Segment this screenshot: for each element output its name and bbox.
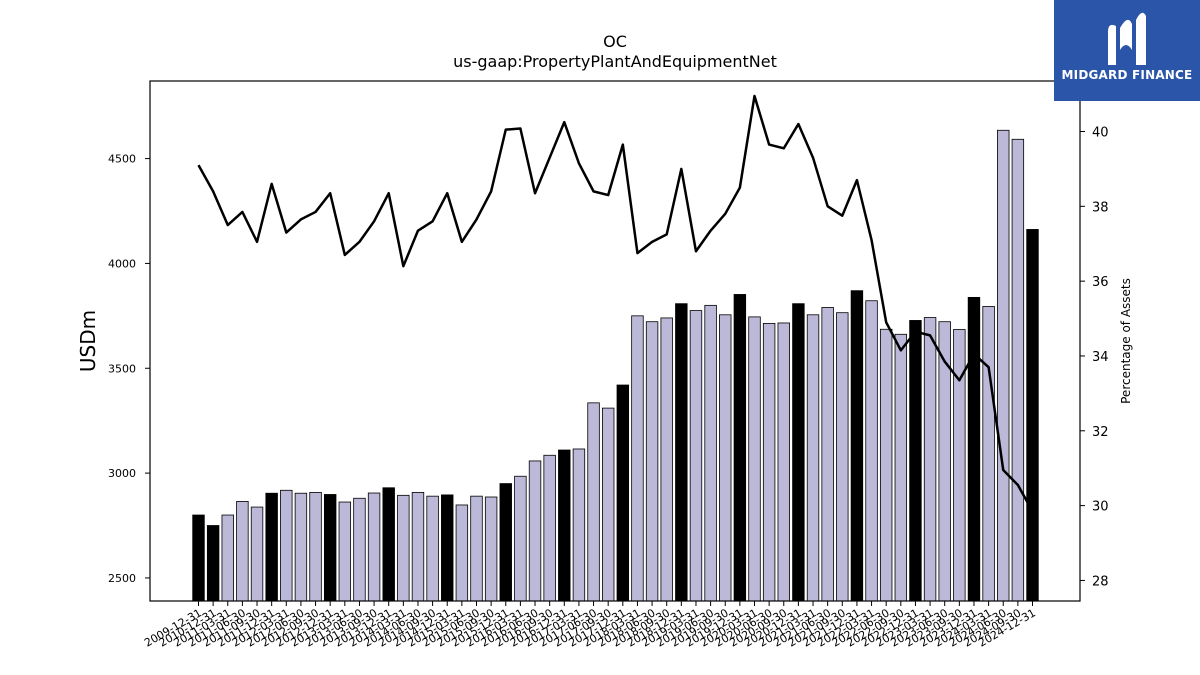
bar — [294, 492, 308, 602]
bar — [587, 402, 600, 602]
bar — [748, 316, 761, 602]
bar — [909, 320, 922, 602]
x-axis: 2009-12-312010-12-312011-03-312011-06-30… — [142, 601, 1038, 650]
bar — [982, 305, 995, 602]
percentage-line — [197, 94, 1034, 512]
bar — [792, 303, 805, 602]
chart-title: OC — [603, 32, 627, 51]
bar — [382, 487, 395, 602]
y2-tick-label: 28 — [1092, 574, 1109, 589]
bar — [572, 448, 586, 602]
bar — [309, 491, 322, 602]
bar — [484, 496, 498, 602]
bar — [806, 314, 820, 602]
y-tick-label: 2500 — [108, 572, 136, 585]
bar — [675, 303, 688, 602]
bar — [250, 506, 264, 602]
bar — [353, 497, 366, 602]
bar — [719, 314, 732, 602]
y2-tick-label: 30 — [1092, 500, 1109, 515]
brand-logo: MIDGARD FINANCE — [1054, 0, 1200, 101]
y2-tick-label: 34 — [1092, 350, 1109, 365]
bar — [499, 483, 512, 602]
bar — [280, 489, 293, 602]
y-tick-label: 4500 — [108, 153, 136, 166]
bar — [426, 495, 439, 602]
bar — [265, 492, 278, 602]
bar — [470, 495, 483, 602]
y2-axis-label: Percentage of Assets — [1119, 278, 1133, 404]
chart-subtitle: us-gaap:PropertyPlantAndEquipmentNet — [453, 52, 777, 71]
bar — [192, 514, 205, 602]
y2-tick-label: 36 — [1092, 275, 1109, 290]
bar — [631, 315, 644, 602]
y2-tick-label: 40 — [1092, 126, 1109, 141]
bar — [601, 407, 615, 602]
bar — [865, 300, 878, 602]
bar — [850, 290, 864, 602]
bar — [616, 384, 630, 602]
bar — [558, 449, 571, 602]
right-axis: 28 30 32 34 36 38 40 — [1080, 126, 1109, 589]
bar — [923, 317, 937, 602]
y2-tick-label: 38 — [1092, 200, 1109, 215]
bar — [543, 454, 556, 602]
bar — [338, 501, 352, 602]
bar — [1026, 229, 1039, 602]
brand-name: MIDGARD FINANCE — [1061, 68, 1193, 82]
bar — [323, 494, 337, 602]
bar — [879, 328, 893, 602]
bar-series — [192, 129, 1039, 602]
bar — [514, 475, 527, 602]
bar — [836, 312, 849, 602]
bar — [645, 321, 659, 602]
y-tick-label: 3000 — [108, 467, 136, 480]
left-axis: 2500 3000 3500 4000 4500 — [108, 153, 150, 585]
bar — [967, 296, 981, 602]
bar — [997, 129, 1010, 602]
bar — [777, 322, 790, 602]
bar — [367, 492, 381, 602]
bar — [397, 494, 410, 602]
bar — [528, 460, 542, 602]
bar — [206, 525, 220, 602]
bar — [704, 304, 717, 602]
bar — [660, 317, 673, 602]
bar — [953, 329, 966, 602]
bar — [1011, 138, 1025, 602]
bar — [455, 504, 469, 602]
bar — [221, 514, 234, 602]
bar — [762, 322, 776, 602]
logo-icon — [1108, 12, 1146, 65]
y-tick-label: 3500 — [108, 362, 136, 375]
bar — [441, 494, 454, 602]
bar — [894, 333, 908, 602]
y2-tick-label: 32 — [1092, 425, 1109, 440]
bar — [821, 307, 834, 602]
bar — [689, 310, 703, 602]
plot-frame — [149, 80, 1081, 602]
bar — [733, 294, 747, 602]
bar — [236, 500, 249, 602]
y-tick-label: 4000 — [108, 257, 136, 270]
y-axis-label: USDm — [76, 310, 100, 372]
bar — [411, 491, 425, 602]
